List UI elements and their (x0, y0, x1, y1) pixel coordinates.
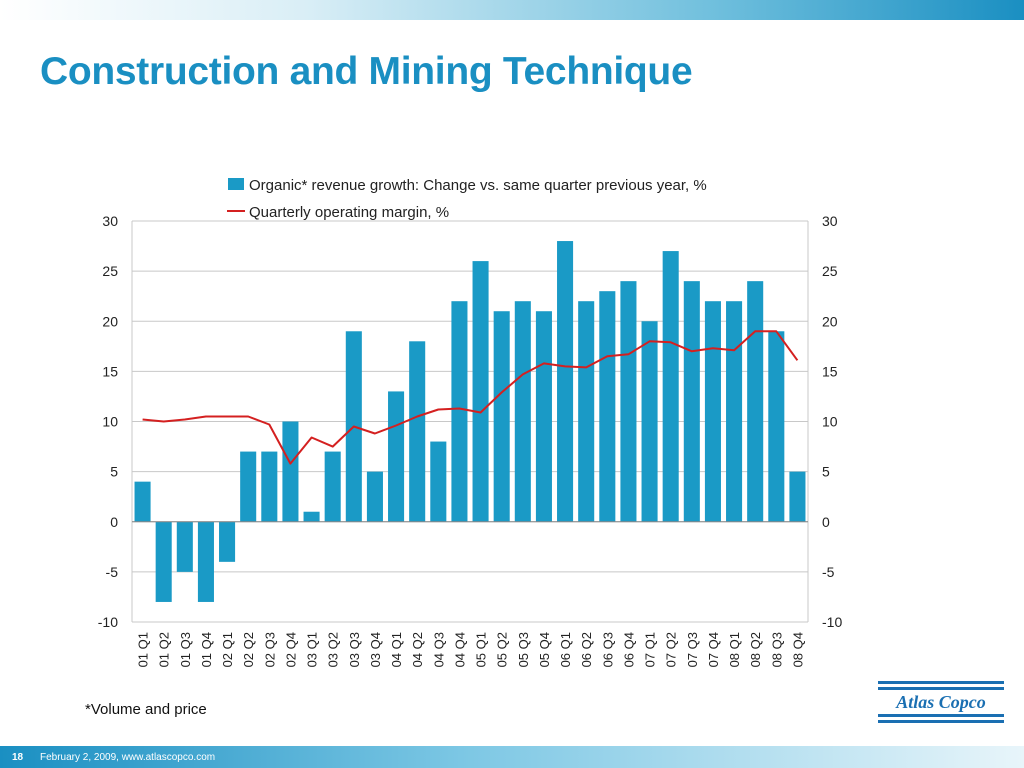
footer-text: February 2, 2009, www.atlascopco.com (40, 752, 216, 763)
x-tick-label: 06 Q2 (579, 632, 594, 667)
x-tick-label: 08 Q4 (790, 632, 805, 667)
x-tick-label: 02 Q1 (220, 632, 235, 667)
y2-tick-label: -5 (822, 564, 835, 580)
slide-title: Construction and Mining Technique (40, 50, 693, 93)
page-number: 18 (12, 752, 24, 763)
y2-tick-label: 20 (822, 313, 838, 329)
y2-tick-label: 15 (822, 363, 838, 379)
x-tick-label: 04 Q4 (452, 632, 467, 667)
y-tick-label: 10 (102, 414, 118, 430)
bar (768, 331, 785, 522)
bar (704, 301, 721, 522)
legend-label-bar: Organic* revenue growth: Change vs. same… (249, 177, 707, 194)
x-tick-label: 08 Q2 (748, 632, 763, 667)
bar (620, 281, 637, 522)
chart: -10 -10 -5 -5 0 0 5 5 10 10 15 15 20 20 25 25 30 30 01 Q1 0… (98, 177, 843, 667)
y-tick-label: 25 (102, 263, 118, 279)
bar (240, 451, 257, 522)
bar (557, 241, 574, 522)
atlas-copco-logo: Atlas Copco (876, 677, 1006, 727)
x-tick-label: 04 Q2 (410, 632, 425, 667)
x-tick-label: 06 Q4 (621, 632, 636, 667)
x-tick-label: 07 Q2 (664, 632, 679, 667)
bar (261, 451, 278, 522)
x-tick-label: 06 Q1 (558, 632, 573, 667)
x-tick-label: 03 Q3 (347, 632, 362, 667)
x-tick-label: 03 Q4 (368, 632, 383, 667)
operating-margin-line (142, 330, 799, 465)
y-tick-label: 15 (102, 363, 118, 379)
legend-swatch-bar (228, 178, 244, 190)
x-tick-label: 01 Q3 (178, 632, 193, 667)
bar (726, 301, 743, 522)
legend-label-line: Quarterly operating margin, % (249, 204, 449, 221)
bar (197, 521, 214, 602)
x-tick-label: 03 Q2 (326, 632, 341, 667)
x-tick-label: 01 Q4 (199, 632, 214, 667)
bar (514, 301, 531, 522)
bar (493, 311, 510, 522)
y2-tick-label: -10 (822, 614, 842, 630)
bar (430, 441, 447, 522)
bar (747, 281, 764, 522)
x-tick-label: 08 Q1 (727, 632, 742, 667)
y2-tick-label: 30 (822, 213, 838, 229)
x-tick-label: 02 Q2 (241, 632, 256, 667)
x-tick-label: 07 Q1 (643, 632, 658, 667)
x-tick-label: 02 Q4 (283, 632, 298, 667)
svg-text:Atlas Copco: Atlas Copco (895, 692, 986, 712)
bar (451, 301, 468, 522)
bar (641, 321, 658, 522)
bar (282, 421, 299, 522)
bar (155, 521, 172, 602)
x-tick-label: 02 Q3 (262, 632, 277, 667)
y-tick-label: 30 (102, 213, 118, 229)
footer-bar: 18 February 2, 2009, www.atlascopco.com (0, 746, 1024, 768)
x-tick-label: 04 Q1 (389, 632, 404, 667)
x-tick-label: 06 Q3 (600, 632, 615, 667)
x-tick-label: 04 Q3 (431, 632, 446, 667)
x-tick-label: 01 Q1 (136, 632, 151, 667)
bar (219, 521, 236, 562)
x-tick-label: 05 Q4 (537, 632, 552, 667)
bar (176, 521, 193, 572)
top-gradient-band (0, 0, 1024, 20)
bar (662, 251, 679, 522)
bar (599, 291, 616, 522)
x-tick-label: 05 Q2 (495, 632, 510, 667)
bar (134, 481, 151, 522)
y-tick-label: -5 (106, 564, 119, 580)
bar (366, 471, 383, 522)
y2-tick-label: 0 (822, 514, 830, 530)
bar (324, 451, 341, 522)
y2-tick-label: 5 (822, 464, 830, 480)
x-tick-label: 05 Q1 (474, 632, 489, 667)
x-tick-label: 03 Q1 (305, 632, 320, 667)
footnote: *Volume and price (85, 701, 207, 718)
bar (303, 511, 320, 522)
x-tick-label: 07 Q3 (685, 632, 700, 667)
bar (683, 281, 700, 522)
y-tick-label: 0 (110, 514, 118, 530)
y-tick-label: -10 (98, 614, 118, 630)
y2-tick-label: 25 (822, 263, 838, 279)
x-tick-label: 05 Q3 (516, 632, 531, 667)
x-tick-label: 07 Q4 (706, 632, 721, 667)
y2-tick-label: 10 (822, 414, 838, 430)
y-tick-label: 20 (102, 313, 118, 329)
bar (535, 311, 552, 522)
x-tick-label: 01 Q2 (157, 632, 172, 667)
y-tick-label: 5 (110, 464, 118, 480)
bar (472, 261, 489, 522)
bar (409, 341, 426, 522)
bar (789, 471, 806, 522)
bar (578, 301, 595, 522)
bar (388, 391, 405, 522)
x-tick-label: 08 Q3 (769, 632, 784, 667)
